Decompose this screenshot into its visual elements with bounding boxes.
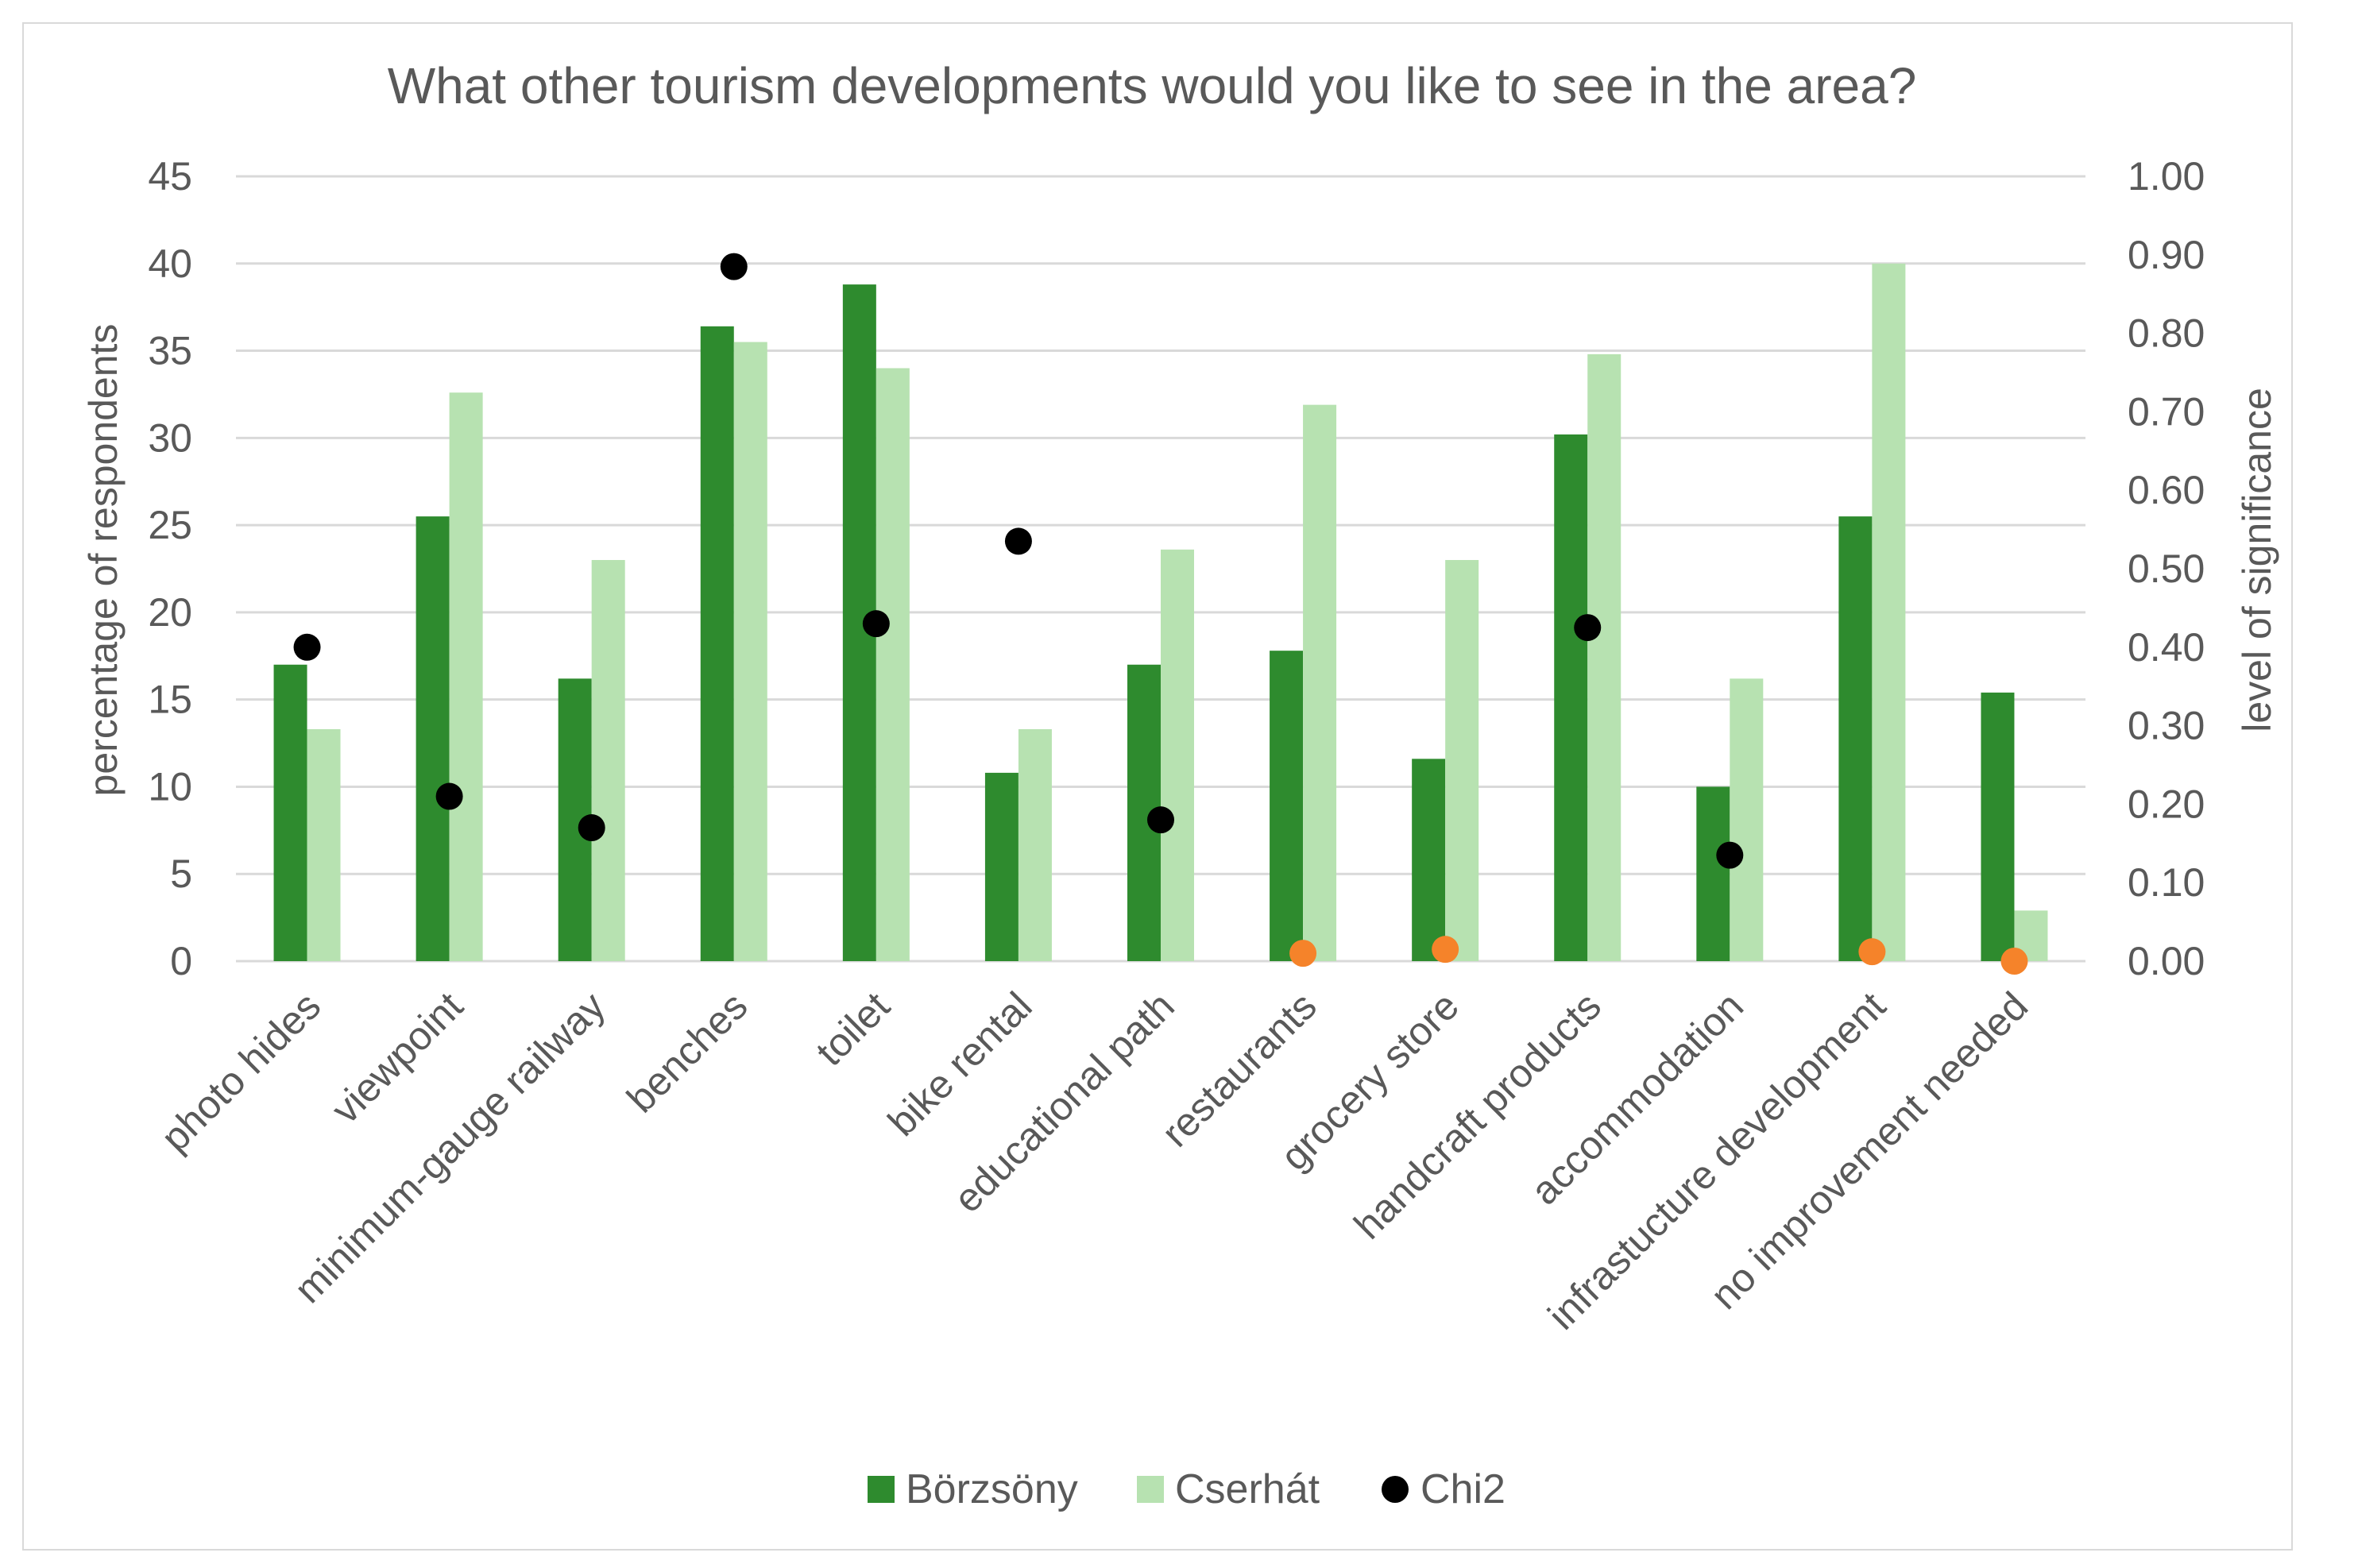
legend: Börzsöny Cserhát Chi2 — [868, 1466, 1506, 1512]
chi2-point-significant — [1289, 940, 1317, 967]
bar-cserhat — [1872, 263, 1906, 961]
y2-tick-label: 0.30 — [2128, 704, 2205, 748]
y2-tick-label: 0.60 — [2128, 468, 2205, 512]
bar-borzsony — [1838, 516, 1873, 961]
legend-label-chi2: Chi2 — [1421, 1466, 1506, 1512]
chi2-point — [862, 610, 890, 638]
y2-tick-label: 0.40 — [2128, 625, 2205, 670]
category-label: photo hides — [153, 983, 329, 1160]
bar-cserhat — [876, 368, 910, 961]
y2-axis-ticks: 0.00 0.10 0.20 0.30 0.40 0.50 0.60 0.70 0.80 0.90… — [2128, 154, 2205, 983]
y-tick-label: 10 — [148, 764, 192, 809]
chi2-points — [293, 253, 2028, 975]
chi2-point — [1147, 806, 1174, 834]
bar-cserhat — [449, 392, 483, 961]
bar-borzsony — [273, 664, 307, 961]
category-label: toilet — [807, 983, 898, 1074]
legend-swatch-borzsony — [868, 1476, 895, 1503]
y-tick-label: 45 — [148, 154, 192, 199]
bar-borzsony — [1981, 692, 2015, 961]
category-label: handcraft products — [1346, 983, 1610, 1247]
chart-title: What other tourism developments would yo… — [388, 57, 1917, 114]
bar-cserhat — [1587, 353, 1622, 961]
y2-tick-label: 1.00 — [2128, 154, 2205, 199]
y2-axis-title: level of significance — [2235, 388, 2279, 732]
y-tick-label: 30 — [148, 415, 192, 460]
bar-cserhat — [1730, 678, 1764, 961]
chi2-point — [1004, 527, 1032, 555]
bar-borzsony — [1412, 759, 1446, 961]
chi2-point — [293, 633, 321, 661]
legend-label-borzsony: Börzsöny — [906, 1466, 1078, 1512]
y2-tick-label: 0.80 — [2128, 311, 2205, 356]
y-tick-label: 5 — [170, 852, 192, 896]
chi2-point-significant — [1432, 936, 1459, 964]
y2-tick-label: 0.90 — [2128, 233, 2205, 277]
y-tick-label: 20 — [148, 590, 192, 635]
y-tick-label: 15 — [148, 678, 192, 722]
legend-label-cserhat: Cserhát — [1175, 1466, 1320, 1512]
bar-cserhat — [1161, 549, 1194, 961]
bar-cserhat — [307, 728, 341, 961]
y2-tick-label: 0.50 — [2128, 546, 2205, 591]
y-tick-label: 25 — [148, 503, 192, 547]
y2-tick-label: 0.70 — [2128, 389, 2205, 434]
chart: What other tourism developments would yo… — [81, 57, 2279, 1512]
chi2-point — [1716, 841, 1744, 869]
bar-borzsony — [416, 516, 450, 961]
y-tick-label: 40 — [148, 241, 192, 286]
bar-borzsony — [700, 326, 734, 962]
bar-cserhat — [1018, 728, 1052, 961]
y-tick-label: 35 — [148, 329, 192, 373]
bar-borzsony — [1270, 651, 1304, 961]
bar-borzsony — [1554, 434, 1588, 961]
category-label: viewpoint — [323, 983, 471, 1132]
chart-frame: What other tourism developments would yo… — [22, 22, 2293, 1551]
legend-marker-chi2 — [1382, 1476, 1409, 1503]
bar-cserhat — [591, 560, 625, 961]
bar-cserhat — [1303, 404, 1337, 961]
chi2-point — [578, 814, 605, 842]
y2-tick-label: 0.00 — [2128, 939, 2205, 983]
legend-swatch-cserhat — [1137, 1476, 1164, 1503]
chi2-point — [720, 253, 748, 280]
y-axis-ticks: 0 5 10 15 20 25 30 35 40 45 — [148, 154, 192, 983]
bar-cserhat — [1445, 560, 1479, 961]
chi2-point — [1574, 614, 1602, 642]
y2-tick-label: 0.10 — [2128, 860, 2205, 905]
category-label: benches — [618, 983, 756, 1121]
y-tick-label: 0 — [170, 939, 192, 983]
y2-tick-label: 0.20 — [2128, 782, 2205, 826]
chi2-point-significant — [1858, 938, 1886, 966]
bar-cserhat — [733, 342, 767, 962]
bar-borzsony — [984, 772, 1019, 961]
y-axis-title: percentage of respondents — [81, 324, 126, 797]
bar-borzsony — [1696, 786, 1730, 961]
chi2-point-significant — [2000, 948, 2028, 975]
chi2-point — [435, 782, 463, 810]
